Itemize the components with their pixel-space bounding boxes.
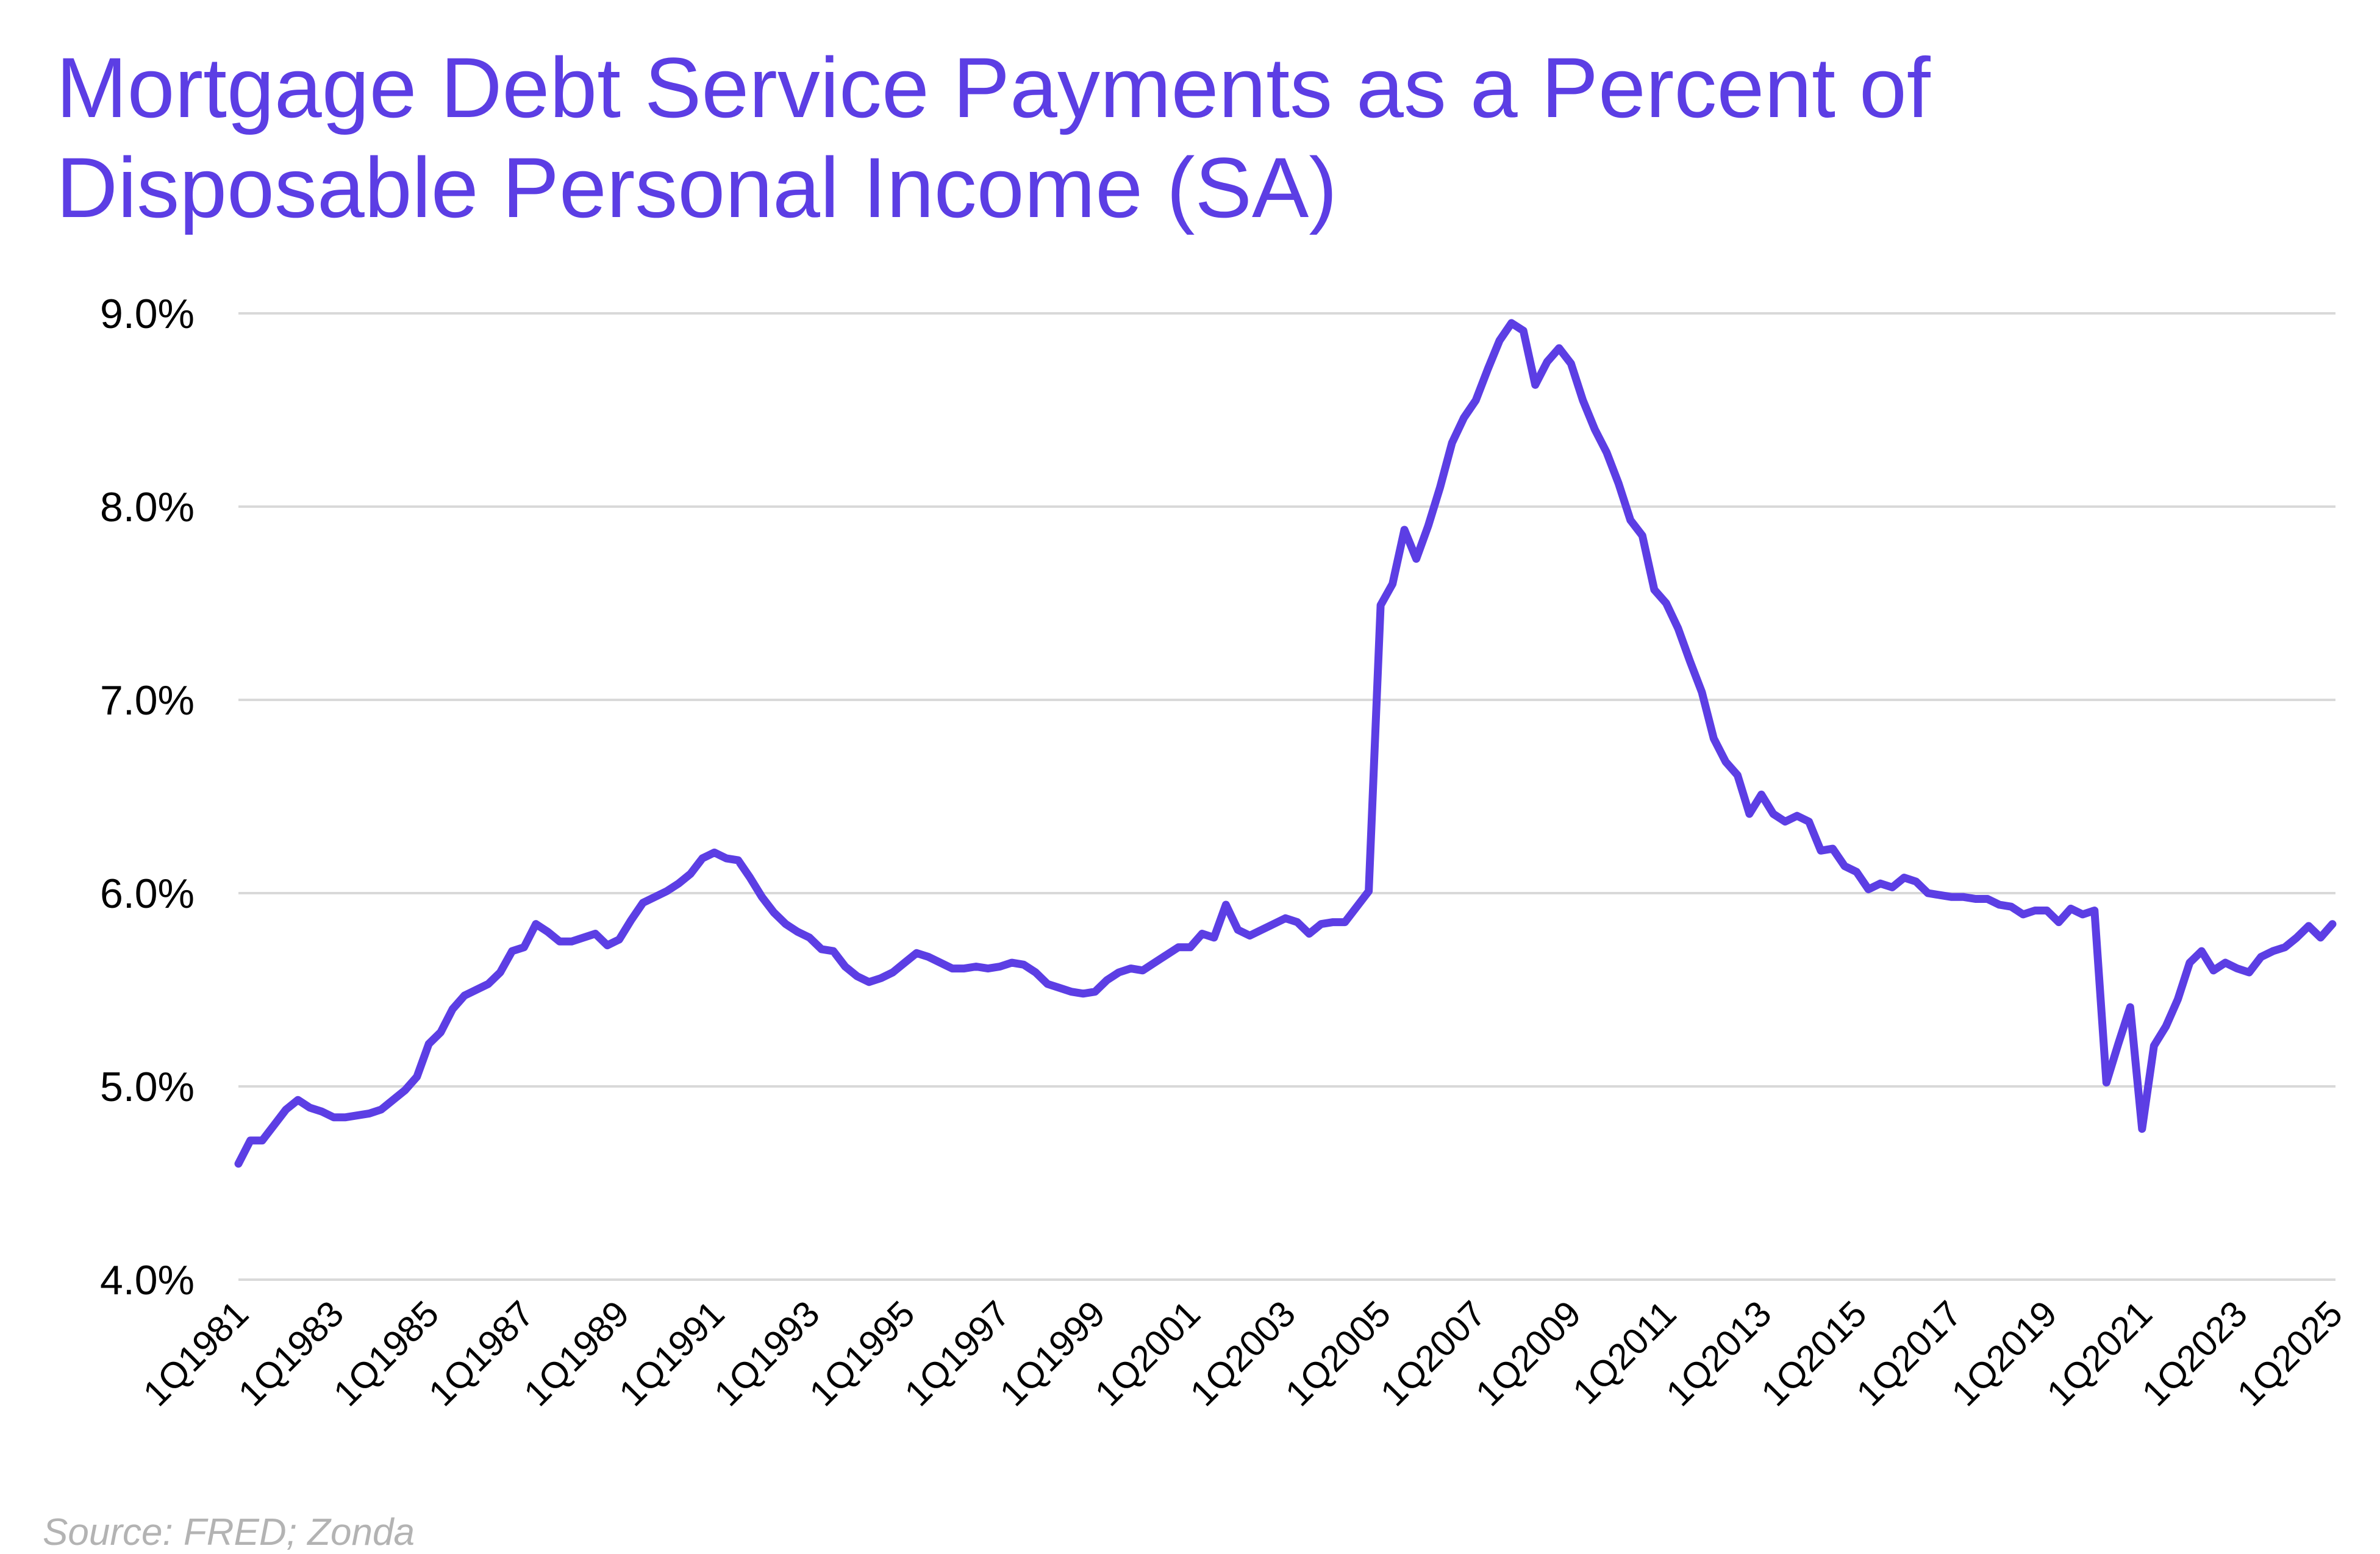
x-tick-label: 1Q2021 [2039, 1293, 2160, 1414]
x-tick-label: 1Q2003 [1182, 1293, 1303, 1414]
x-tick-label: 1Q1987 [421, 1293, 541, 1414]
y-tick-label: 4.0% [100, 1257, 195, 1303]
source-note: Source: FRED; Zonda [43, 1511, 415, 1553]
x-tick-label: 1Q2023 [2134, 1293, 2255, 1414]
x-tick-label: 1Q2013 [1658, 1293, 1779, 1414]
x-tick-label: 1Q2025 [2229, 1293, 2350, 1414]
data-line [234, 319, 2337, 1168]
x-tick-label: 1Q2007 [1373, 1293, 1493, 1414]
x-tick-label: 1Q2011 [1565, 1293, 1684, 1412]
x-tick-label: 1Q1985 [326, 1293, 446, 1414]
x-tick-label: 1Q2001 [1087, 1293, 1208, 1414]
x-tick-label: 1Q2019 [1944, 1293, 2065, 1414]
x-tick-label: 1Q1993 [706, 1293, 827, 1414]
y-tick-label: 6.0% [100, 871, 195, 917]
x-tick-label: 1Q1983 [230, 1293, 351, 1414]
x-tick-label: 1Q1997 [897, 1293, 1018, 1414]
x-tick-label: 1Q2009 [1468, 1293, 1588, 1414]
chart-title: Mortgage Debt Service Payments as a Perc… [56, 40, 1931, 235]
y-tick-label: 5.0% [100, 1064, 195, 1110]
x-tick-label: 1Q1991 [611, 1293, 732, 1414]
y-tick-label: 9.0% [100, 291, 195, 337]
x-tick-label: 1Q1995 [801, 1293, 922, 1414]
x-tick-label: 1Q2017 [1848, 1293, 1969, 1414]
x-tick-label: 1Q2005 [1278, 1293, 1398, 1414]
x-tick-label: 1Q1989 [516, 1293, 637, 1414]
y-tick-label: 8.0% [100, 484, 195, 530]
x-tick-label: 1Q1999 [992, 1293, 1113, 1414]
x-tick-label: 1Q2015 [1753, 1293, 1874, 1414]
x-tick-label: 1Q1981 [135, 1293, 256, 1414]
y-tick-label: 7.0% [100, 677, 195, 724]
